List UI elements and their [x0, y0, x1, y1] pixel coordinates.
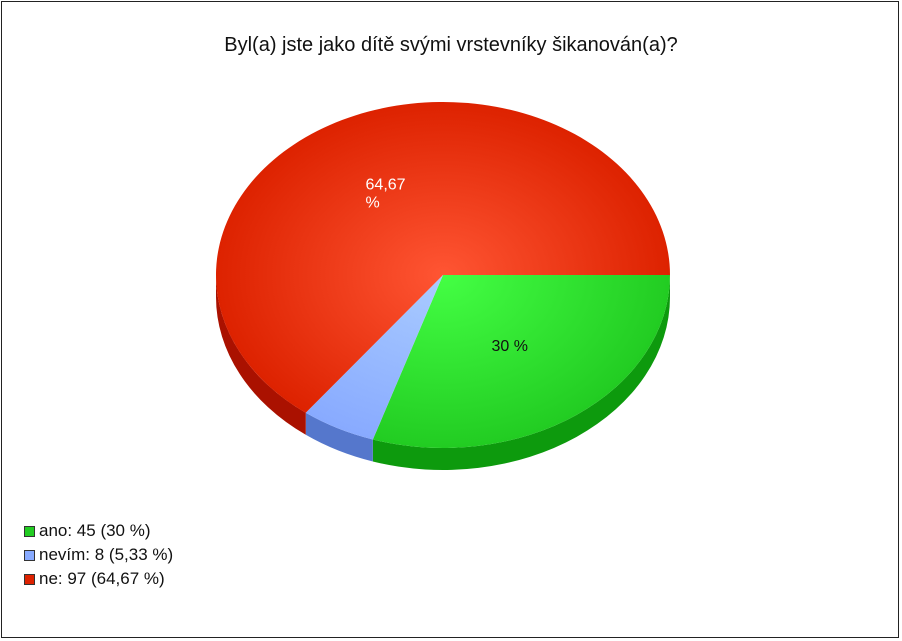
legend-label-ano: ano: 45 (30 %): [39, 521, 151, 540]
legend-swatch-ne: [24, 573, 35, 585]
slice-label-ne: 64,67%: [366, 177, 406, 212]
legend: ano: 45 (30 %) nevím: 8 (5,33 %) ne: 97 (6…: [24, 519, 173, 591]
pie-slice-ano: [372, 275, 670, 448]
legend-item-nevím: nevím: 8 (5,33 %): [24, 543, 173, 567]
legend-label-ne: ne: 97 (64,67 %): [39, 569, 165, 588]
legend-swatch-nevím: [24, 549, 35, 561]
pie-side-ano: [372, 275, 670, 470]
chart-title: Byl(a) jste jako dítě svými vrstevníky š…: [224, 34, 678, 56]
pie-side-nevím: [305, 412, 373, 462]
pie-slice-ne: [216, 101, 671, 413]
legend-label-nevím: nevím: 8 (5,33 %): [39, 545, 174, 564]
slice-label-ano: 30 %: [491, 338, 527, 355]
legend-item-ne: ne: 97 (64,67 %): [24, 567, 173, 591]
pie-chart: 30 % 64,67%: [216, 101, 671, 470]
pie-side-ne: [216, 275, 306, 435]
pie-slice-nevím: [305, 275, 443, 440]
legend-swatch-ano: [24, 525, 35, 537]
legend-item-ano: ano: 45 (30 %): [24, 519, 173, 543]
